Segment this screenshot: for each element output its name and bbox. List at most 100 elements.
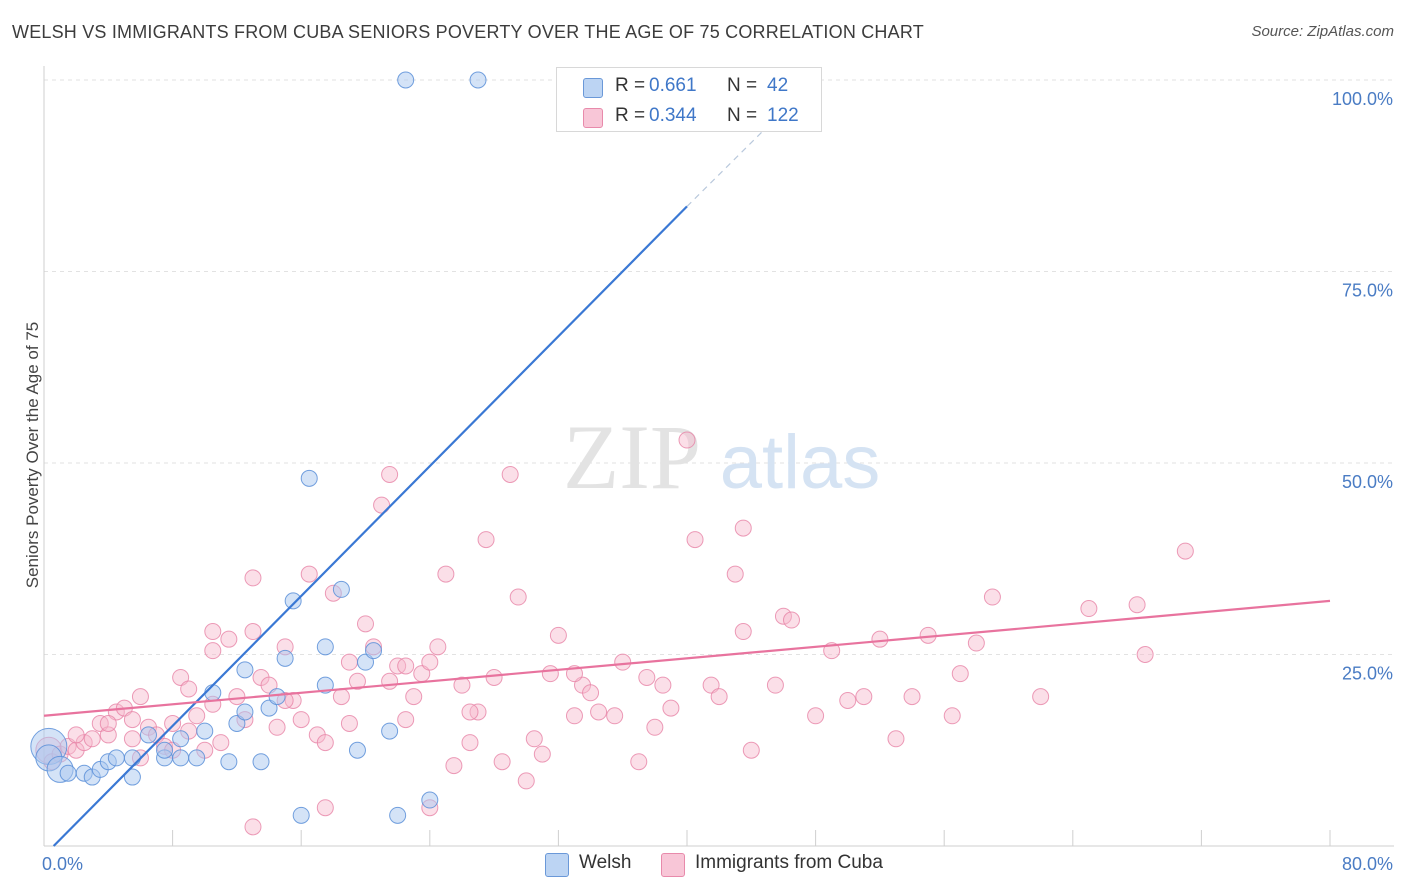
cuba-point bbox=[477, 531, 495, 549]
cuba-point bbox=[340, 653, 358, 671]
welsh-point bbox=[204, 684, 222, 702]
cuba-point bbox=[606, 707, 624, 725]
cuba-point bbox=[381, 465, 399, 483]
welsh-point bbox=[276, 649, 294, 667]
y-tick-label: 50.0% bbox=[1342, 472, 1393, 492]
cuba-point bbox=[766, 676, 784, 694]
cuba-point bbox=[67, 726, 85, 744]
cuba-point bbox=[123, 730, 141, 748]
welsh-point bbox=[59, 764, 77, 782]
welsh-point bbox=[123, 768, 141, 786]
cuba-point bbox=[348, 672, 366, 690]
welsh-point bbox=[123, 749, 141, 767]
welsh-point bbox=[381, 722, 399, 740]
cuba-point bbox=[654, 676, 672, 694]
cuba-point bbox=[565, 707, 583, 725]
cuba-point bbox=[678, 431, 696, 449]
cuba-point bbox=[316, 734, 334, 752]
cuba-point bbox=[204, 623, 222, 641]
welsh-point bbox=[107, 749, 125, 767]
cuba-point bbox=[1032, 688, 1050, 706]
cuba-point bbox=[381, 672, 399, 690]
cuba-point bbox=[951, 665, 969, 683]
cuba-point bbox=[983, 588, 1001, 606]
cuba-point bbox=[180, 680, 198, 698]
welsh-point bbox=[389, 806, 407, 824]
legend-n-label: N = bbox=[727, 75, 758, 96]
welsh-point bbox=[421, 791, 439, 809]
welsh-point bbox=[172, 730, 190, 748]
cuba-point bbox=[501, 465, 519, 483]
welsh-point bbox=[365, 642, 383, 660]
cuba-point bbox=[453, 676, 471, 694]
cuba-point bbox=[638, 668, 656, 686]
cuba-point bbox=[123, 711, 141, 729]
cuba-point bbox=[871, 630, 889, 648]
cuba-point bbox=[244, 623, 262, 641]
cuba-point bbox=[316, 799, 334, 817]
welsh-point bbox=[252, 753, 270, 771]
welsh-point bbox=[220, 753, 238, 771]
cuba-point bbox=[485, 668, 503, 686]
welsh-point bbox=[292, 806, 310, 824]
cuba-point bbox=[533, 745, 551, 763]
cuba-point bbox=[614, 653, 632, 671]
cuba-point bbox=[300, 565, 318, 583]
cuba-point bbox=[437, 565, 455, 583]
welsh-point bbox=[332, 580, 350, 598]
cuba-point bbox=[1080, 600, 1098, 618]
cuba-point bbox=[943, 707, 961, 725]
legend-n-value: 122 bbox=[767, 105, 799, 126]
cuba-point bbox=[734, 519, 752, 537]
legend-row-cuba: R = 0.344 N = 122 bbox=[557, 102, 821, 132]
welsh-point bbox=[236, 703, 254, 721]
cuba-point bbox=[461, 703, 479, 721]
cuba-point bbox=[397, 657, 415, 675]
welsh-point bbox=[300, 469, 318, 487]
y-axis-label: Seniors Poverty Over the Age of 75 bbox=[23, 322, 42, 588]
cuba-point bbox=[164, 714, 182, 732]
cuba-point bbox=[357, 615, 374, 633]
cuba-point bbox=[887, 730, 905, 748]
y-tick-label: 100.0% bbox=[1332, 89, 1393, 109]
cuba-point bbox=[686, 531, 704, 549]
cuba-point bbox=[855, 688, 873, 706]
cuba-point bbox=[702, 676, 720, 694]
legend-n-value: 42 bbox=[767, 75, 789, 96]
cuba-point bbox=[509, 588, 527, 606]
welsh-point bbox=[316, 676, 334, 694]
chart-title: WELSH VS IMMIGRANTS FROM CUBA SENIORS PO… bbox=[12, 22, 924, 42]
legend-r-value: 0.661 bbox=[649, 75, 697, 96]
cuba-point bbox=[99, 714, 117, 732]
welsh-point bbox=[316, 638, 334, 656]
correlation-legend: R = 0.661 N = 42 R = 0.344 N = 122 bbox=[556, 67, 822, 132]
welsh-legend-label: Welsh bbox=[579, 852, 632, 873]
cuba-point bbox=[421, 653, 439, 671]
cuba-point bbox=[397, 711, 415, 729]
axes bbox=[43, 66, 1394, 847]
cuba-point bbox=[549, 626, 567, 644]
cuba-point bbox=[292, 711, 310, 729]
cuba-point bbox=[340, 714, 358, 732]
cuba-point bbox=[782, 611, 800, 629]
cuba-point bbox=[244, 569, 262, 587]
cuba-point bbox=[967, 634, 985, 652]
source-credit: Source: ZipAtlas.com bbox=[1251, 23, 1394, 40]
cuba-point bbox=[493, 753, 511, 771]
welsh-point bbox=[268, 688, 286, 706]
cuba-point bbox=[188, 707, 206, 725]
cuba-point bbox=[590, 703, 608, 721]
welsh-point bbox=[348, 741, 366, 759]
cuba-point bbox=[172, 668, 190, 686]
y-tick-label: 25.0% bbox=[1342, 664, 1393, 684]
cuba-point bbox=[710, 688, 728, 706]
cuba-point bbox=[903, 688, 921, 706]
welsh-point bbox=[228, 714, 246, 732]
cuba-point bbox=[742, 741, 760, 759]
cuba-point bbox=[332, 688, 350, 706]
watermark-atlas: atlas bbox=[720, 420, 881, 505]
cuba-point bbox=[662, 699, 680, 717]
cuba-legend-swatch bbox=[661, 853, 685, 877]
welsh-point bbox=[236, 661, 254, 679]
